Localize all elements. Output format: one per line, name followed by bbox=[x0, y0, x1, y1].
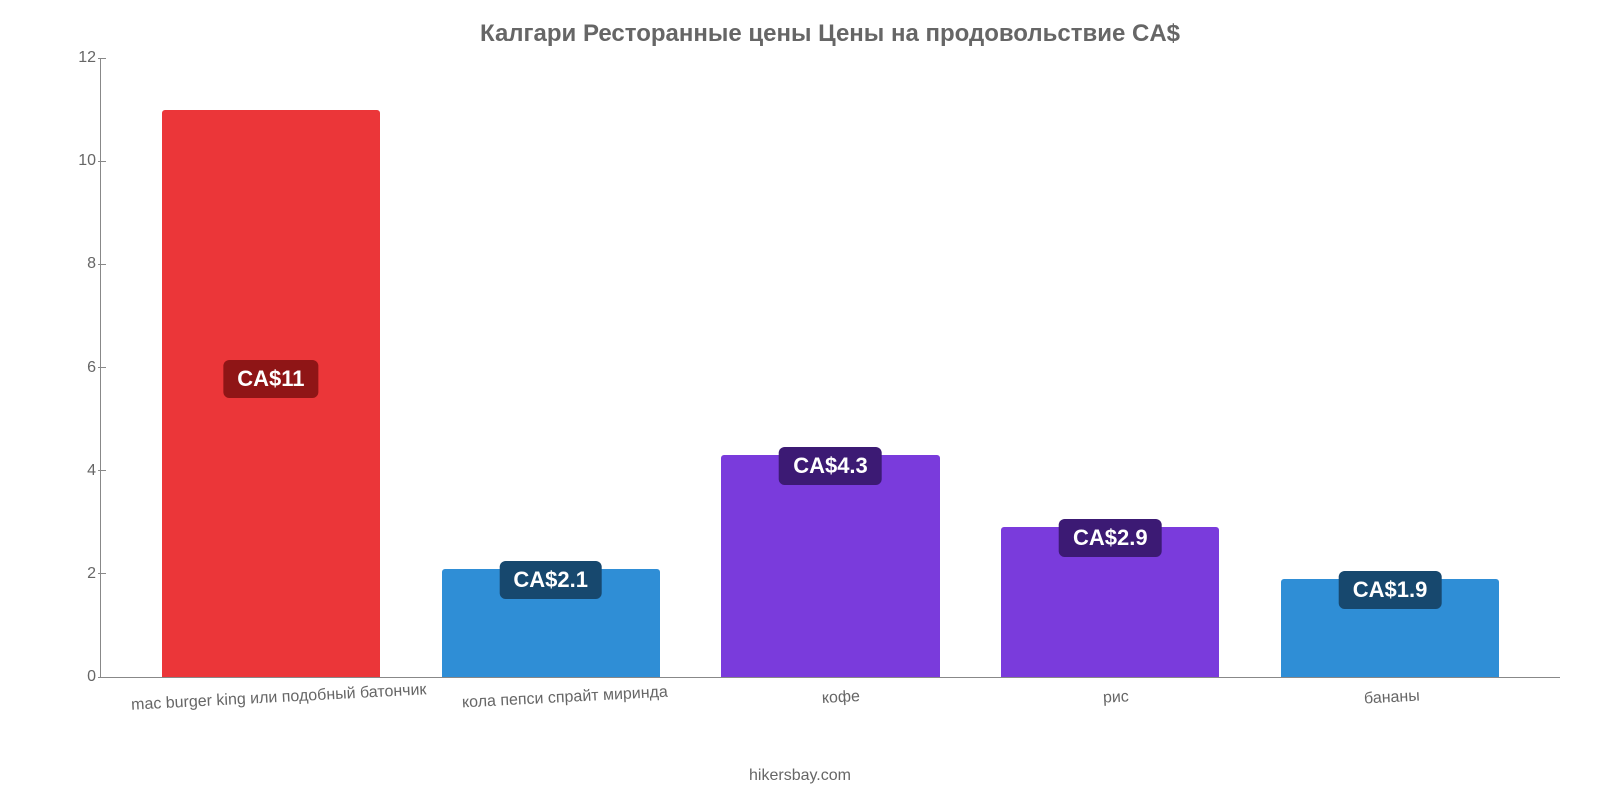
bars-group: CA$11 CA$2.1 CA$4.3 CA$2.9 CA$1.9 bbox=[101, 58, 1560, 677]
bar-column: CA$1.9 bbox=[1250, 58, 1530, 677]
bar-value-label: CA$4.3 bbox=[779, 447, 882, 485]
y-tick: 2 bbox=[51, 565, 96, 583]
bar-column: CA$4.3 bbox=[691, 58, 971, 677]
chart-container: Калгари Ресторанные цены Цены на продово… bbox=[0, 0, 1600, 800]
bar-column: CA$11 bbox=[131, 58, 411, 677]
y-tick: 6 bbox=[51, 359, 96, 377]
bar: CA$1.9 bbox=[1281, 579, 1499, 677]
bar-column: CA$2.9 bbox=[970, 58, 1250, 677]
bar-value-label: CA$11 bbox=[223, 360, 318, 398]
x-axis-label: кола пепси спрайт миринда bbox=[426, 682, 702, 714]
bar-value-label: CA$2.1 bbox=[499, 561, 602, 599]
y-tick: 4 bbox=[51, 462, 96, 480]
y-tick: 8 bbox=[51, 255, 96, 273]
attribution-text: hikersbay.com bbox=[749, 767, 851, 785]
y-tick: 12 bbox=[51, 49, 96, 67]
y-tick: 10 bbox=[51, 152, 96, 170]
x-axis: mac burger king или подобный батончиккол… bbox=[101, 689, 1560, 707]
bar: CA$2.1 bbox=[442, 569, 660, 677]
x-axis-label: рис bbox=[978, 682, 1254, 714]
x-axis-label: бананы bbox=[1254, 682, 1530, 714]
bar: CA$4.3 bbox=[721, 455, 939, 677]
bar-column: CA$2.1 bbox=[411, 58, 691, 677]
bar-value-label: CA$1.9 bbox=[1339, 571, 1442, 609]
y-tick: 0 bbox=[51, 668, 96, 686]
x-axis-label: кофе bbox=[702, 682, 978, 714]
chart-title: Калгари Ресторанные цены Цены на продово… bbox=[100, 20, 1560, 48]
bar: CA$11 bbox=[162, 110, 380, 677]
plot-area: 024681012 CA$11CA$2.1CA$4.3CA$2.9CA$1.9 … bbox=[100, 58, 1560, 678]
y-axis: 024681012 bbox=[51, 58, 96, 677]
bar: CA$2.9 bbox=[1001, 527, 1219, 677]
x-axis-label: mac burger king или подобный батончик bbox=[131, 681, 427, 714]
bar-value-label: CA$2.9 bbox=[1059, 519, 1162, 557]
